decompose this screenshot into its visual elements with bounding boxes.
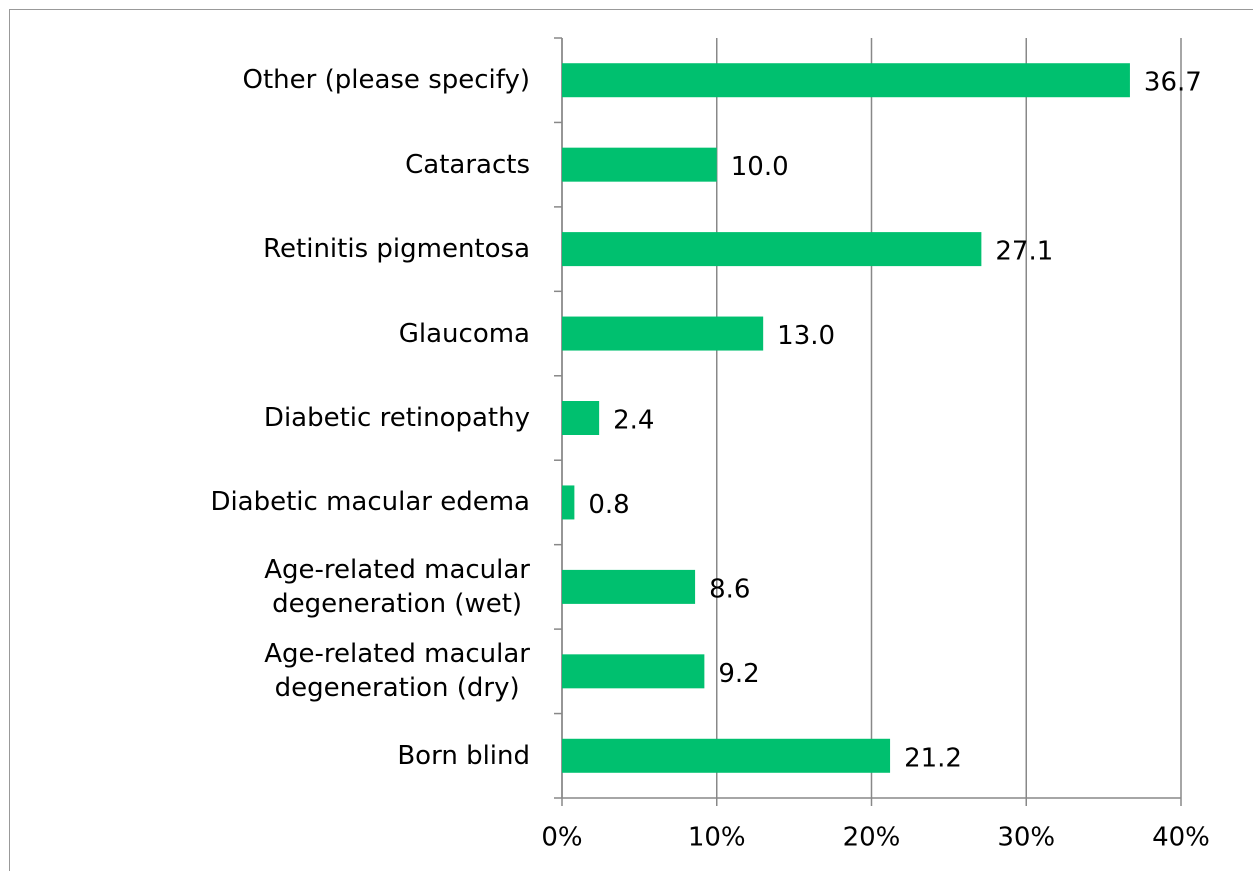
bar <box>562 569 696 604</box>
y-tick-label: Cataracts <box>405 149 530 180</box>
x-tick-label: 0% <box>541 823 582 853</box>
y-tick-label: Other (please specify) <box>242 65 531 96</box>
data-label: 0.8 <box>588 490 629 520</box>
data-label: 2.4 <box>613 406 654 436</box>
data-label: 8.6 <box>709 574 750 604</box>
bar <box>562 485 575 520</box>
bar <box>562 147 717 182</box>
bar <box>562 316 764 351</box>
y-tick-label: Age-related macular degeneration (wet) <box>264 554 530 619</box>
bar <box>562 738 891 773</box>
bar <box>562 654 705 689</box>
x-tick-label: 20% <box>843 823 901 853</box>
y-tick-label: Retinitis pigmentosa <box>263 234 530 265</box>
y-tick-label: Age-related macular degeneration (dry) <box>264 639 530 704</box>
bar <box>562 232 982 267</box>
x-tick-label: 40% <box>1152 823 1210 853</box>
data-label: 21.2 <box>904 743 962 773</box>
data-label: 27.1 <box>995 237 1053 267</box>
data-label: 10.0 <box>731 152 789 182</box>
y-tick-label: Born blind <box>397 740 530 771</box>
bar <box>562 401 600 435</box>
y-tick-label: Glaucoma <box>398 318 530 349</box>
data-label: 9.2 <box>718 659 759 689</box>
chart-frame <box>9 9 1253 871</box>
x-tick-label: 10% <box>688 823 746 853</box>
x-tick-label: 30% <box>997 823 1055 853</box>
bar <box>562 63 1130 98</box>
y-tick-label: Diabetic macular edema <box>210 487 530 518</box>
y-tick-label: Diabetic retinopathy <box>263 403 530 433</box>
data-label: 36.7 <box>1144 68 1202 98</box>
data-label: 13.0 <box>777 321 835 351</box>
